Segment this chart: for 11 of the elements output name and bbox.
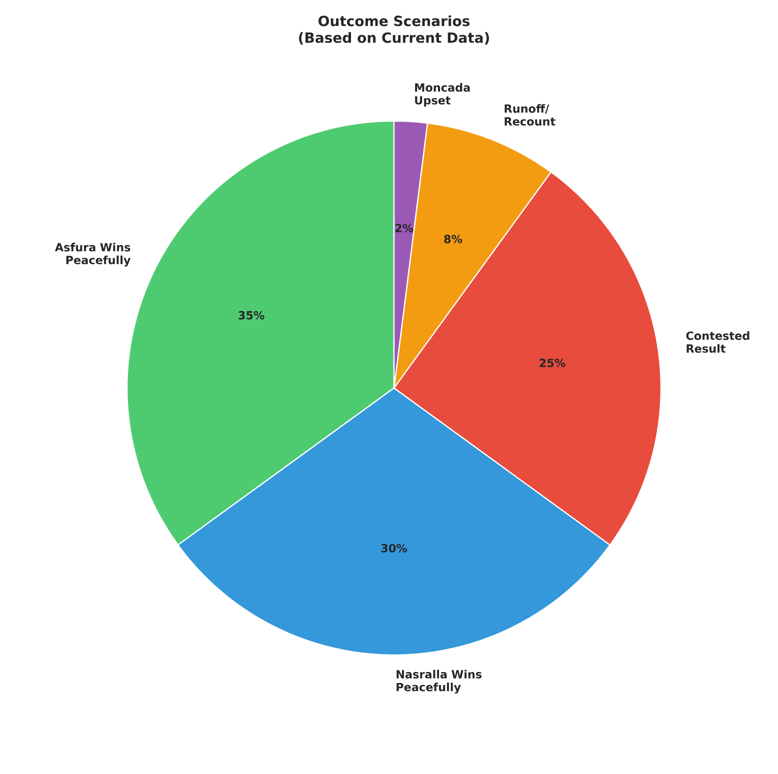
slice-label: Moncada Upset — [415, 83, 470, 107]
chart-title: Outcome Scenarios (Based on Current Data) — [299, 15, 489, 45]
slice-label: Nasralla Wins Peacefully — [396, 670, 482, 694]
slice-label: Runoff/ Recount — [504, 104, 556, 126]
data-label: 30% — [381, 544, 408, 552]
slice-label: Contested Result — [686, 331, 750, 353]
data-label: 2% — [395, 224, 414, 232]
data-label: 8% — [444, 234, 462, 244]
slice-label: Asfura Wins Peacefully — [54, 242, 131, 267]
data-label: 35% — [238, 311, 264, 320]
data-label: 25% — [540, 358, 566, 368]
